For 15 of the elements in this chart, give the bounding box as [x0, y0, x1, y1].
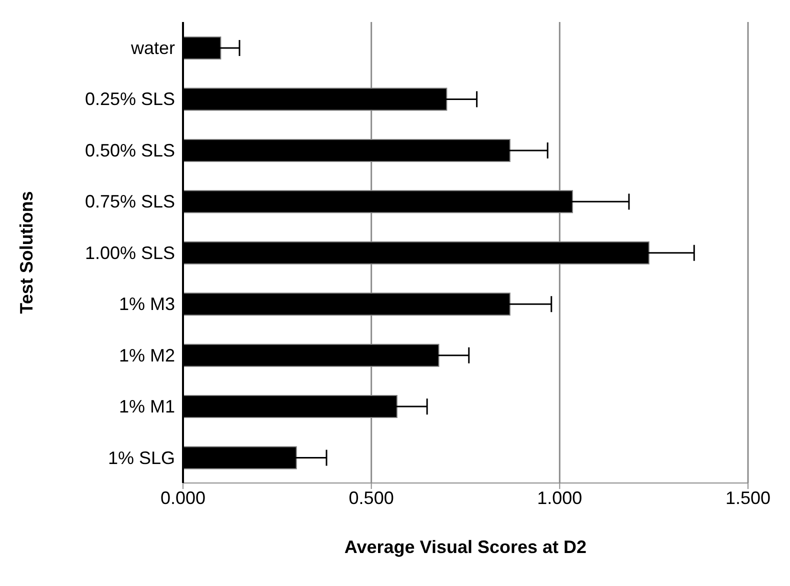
- y-tick-label: 1.00% SLS: [84, 242, 175, 263]
- x-tick-label: 0.000: [160, 488, 206, 508]
- x-tick-label: 1.500: [725, 488, 771, 508]
- y-tick-label: 1% M2: [118, 345, 175, 366]
- y-tick-label: 0.75% SLS: [84, 192, 175, 212]
- y-tick-label: 0.50% SLS: [84, 140, 175, 160]
- y-tick-label: water: [130, 38, 176, 58]
- x-tick-label: 0.500: [348, 488, 394, 508]
- y-axis-title: Test Solutions: [16, 191, 36, 314]
- y-tick-label: 1% M3: [118, 294, 175, 314]
- y-tick-label: 1% M1: [118, 396, 175, 417]
- y-tick-label: 1% SLG: [108, 448, 175, 468]
- x-axis-title: Average Visual Scores at D2: [344, 537, 587, 557]
- x-tick-label: 1.000: [537, 488, 582, 508]
- y-tick-label: 0.25% SLS: [84, 89, 175, 110]
